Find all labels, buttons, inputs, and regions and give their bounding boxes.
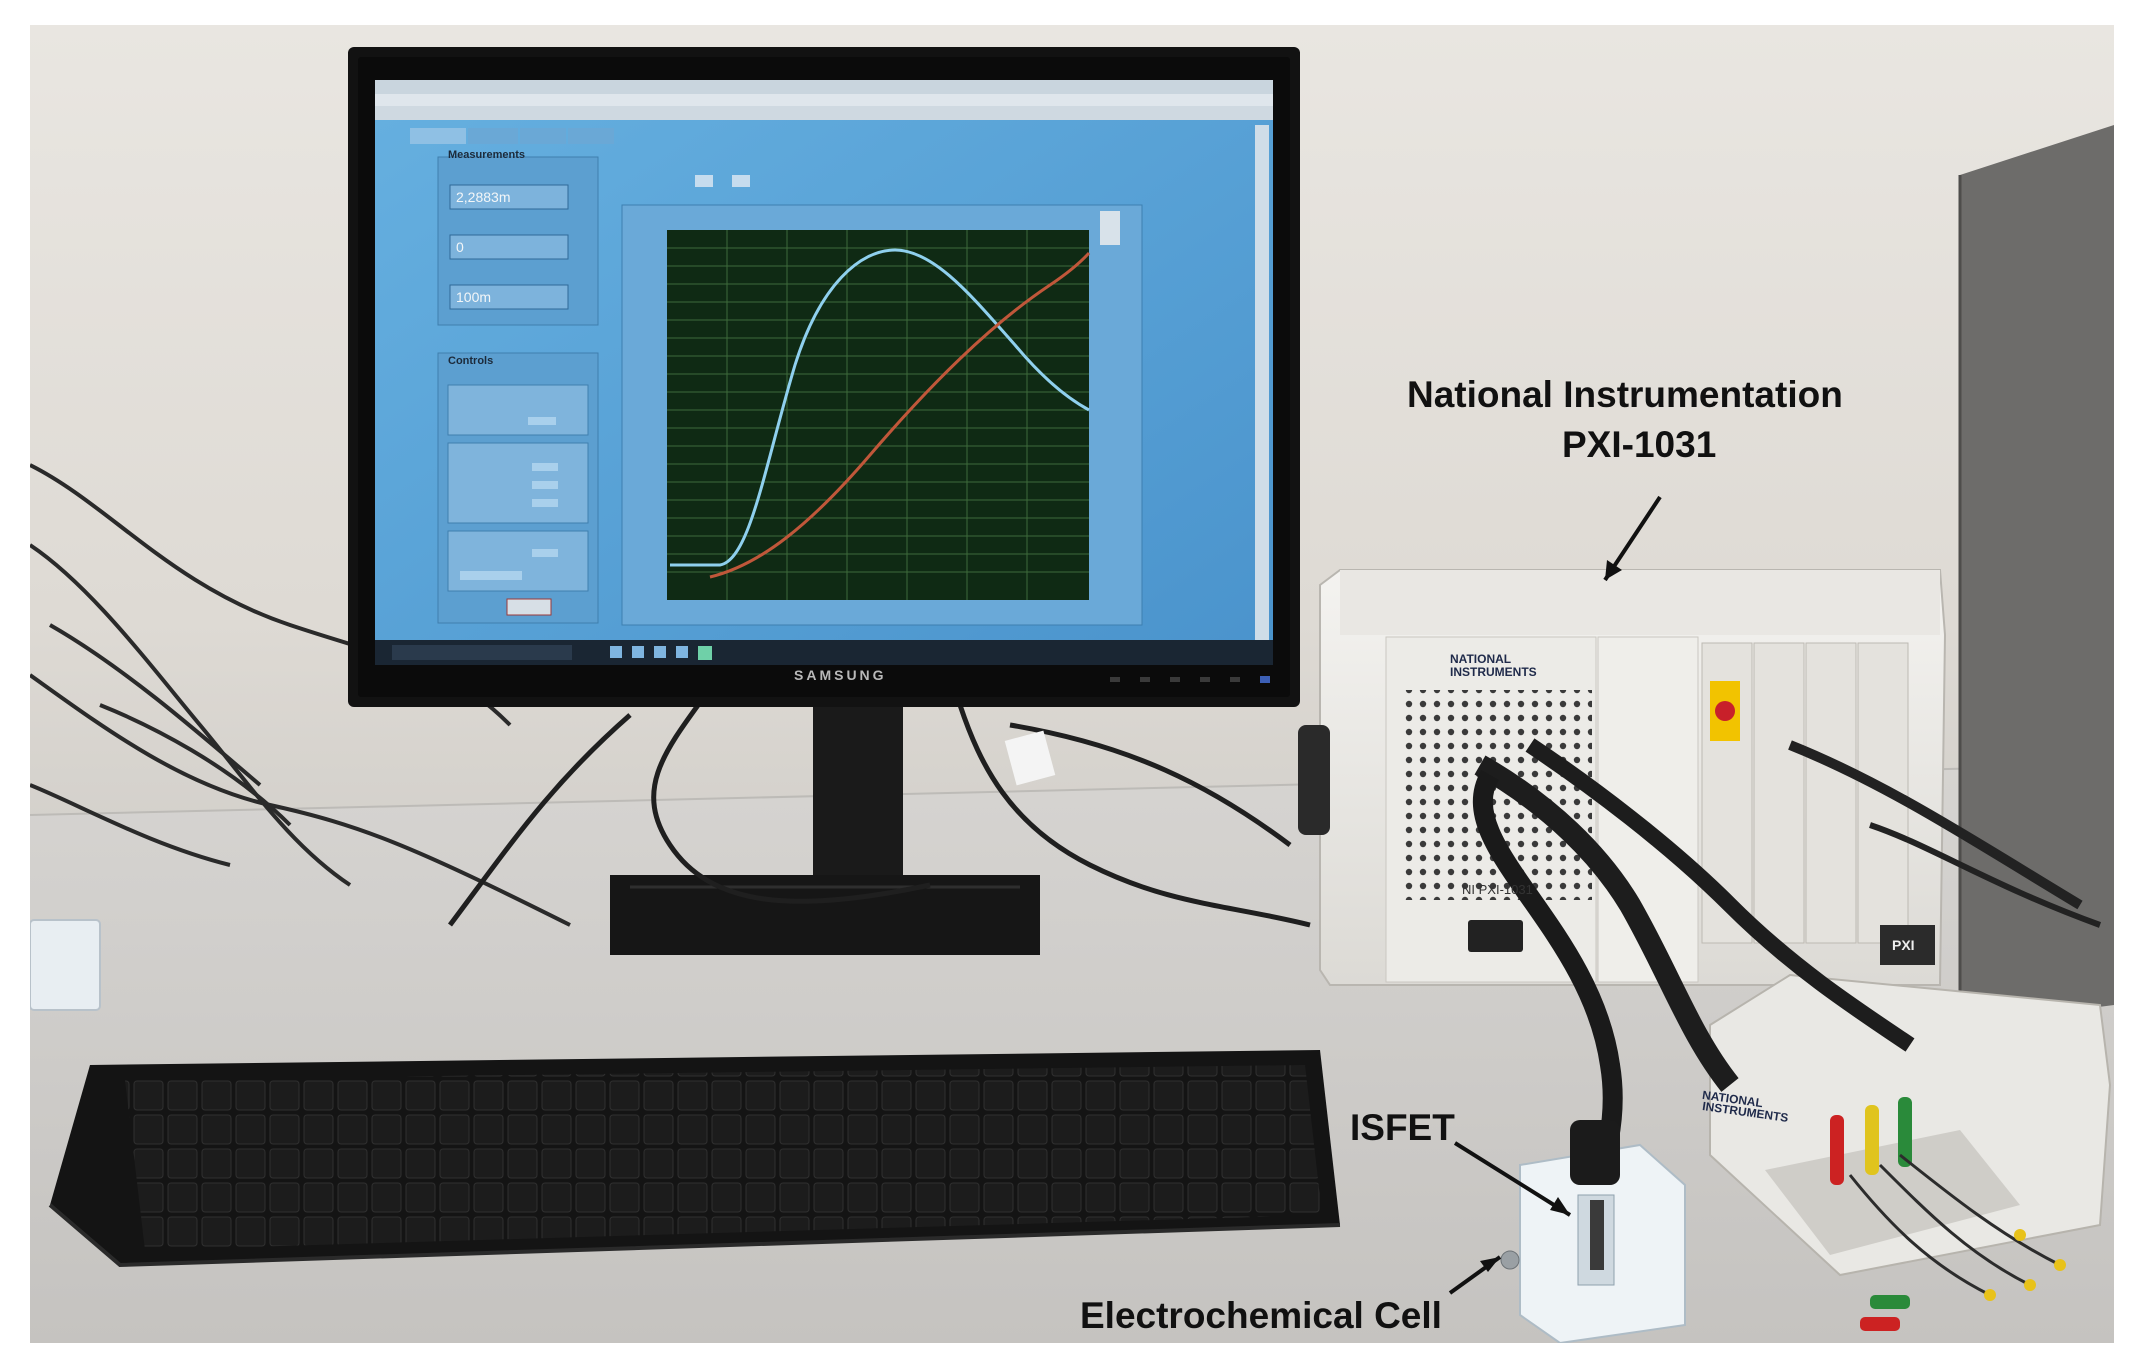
breakout-terminal-plate [1765,1130,2020,1255]
stop-button [506,598,552,616]
test-number-field [695,175,713,187]
chassis-brand-line2: INSTRUMENTS [1450,665,1537,679]
screen-scrollbar [1255,125,1269,645]
pxi-label-line1: National Instrumentation [1407,374,1843,415]
plot-area [667,230,1089,600]
screen-titlebar [375,80,1273,94]
monitor-stand-neck [813,685,903,885]
dark-cabinet [1960,125,2114,1025]
controls-title: Controls [448,355,494,367]
gate-source-value: 0 [456,239,464,255]
pxi-modules [1701,642,1909,944]
pxi-power-switch [1468,920,1523,952]
screen-tab-3 [520,128,566,144]
gate-source-field [449,234,569,260]
drain-current-value: 2,2883m [456,189,511,205]
graph-legend-box [1100,211,1120,245]
monitor-buttons [1110,676,1270,683]
pxi-handle [1298,725,1330,835]
taskbar-icons [610,646,712,660]
pxi-badge: PXI [1892,937,1915,953]
monitor-stand-base [610,875,1040,955]
pxi-label-line2: PXI-1031 [1562,424,1717,465]
probe-clips [1984,1229,2066,1301]
measurements-title: Measurements [448,149,526,161]
thin-cable-right [1788,740,2083,910]
acrylic-block-left [30,919,101,1011]
screen-toolbar [375,106,1273,120]
chassis-model: NI PXI-1031 [1462,882,1533,897]
cell-label: Electrochemical Cell [1080,1295,1442,1336]
keyboard-edge [48,1203,1341,1268]
step-field [449,284,569,310]
screen-tab-4 [568,128,614,144]
ids-field [732,175,750,187]
isfet-label: ISFET [1350,1107,1455,1148]
banana-connectors [1830,1097,1912,1185]
pxi-vent-grill [1402,690,1592,900]
pxi-badge-bg [1880,925,1935,965]
transfer-curve [670,248,1090,567]
thin-cable-right-2 [1869,822,2102,928]
probe-plugs [1860,1295,1910,1331]
keyboard-keys [125,1065,1322,1250]
cable-tag [1004,730,1056,786]
chassis-brand-line1: NATIONAL [1450,652,1512,666]
cell-screw [1500,1250,1520,1270]
screen-tab-2 [468,128,518,144]
braided-cable-secondary [1525,738,1915,1052]
step-value: 100m [456,289,492,305]
screen-tab-1 [410,128,466,144]
monitor-brand: SAMSUNG [794,667,887,683]
lab-scene [30,47,2114,1343]
probe-wires [1848,1153,2061,1297]
drain-current-field [449,184,569,210]
pxi-chassis-top [1340,570,1940,635]
controls-inputs [460,417,558,580]
screen-menubar [375,94,1273,106]
braided-cable-main [1474,755,1739,1092]
isfet-cable-sleeve [1570,1120,1620,1185]
lab-setup-photo: Measurements 2,2883m 0 100m Controls SAM… [30,25,2114,1343]
controls-subpanels [447,384,589,592]
isfet-sensor [1590,1200,1604,1270]
monitor-cables [447,673,1311,928]
plot-grid [667,230,1089,600]
arrow-isfet [1453,1141,1572,1217]
second-curve [709,251,1091,579]
taskbar-search-box [392,645,572,660]
annotation-arrowheads [1480,560,1622,1272]
